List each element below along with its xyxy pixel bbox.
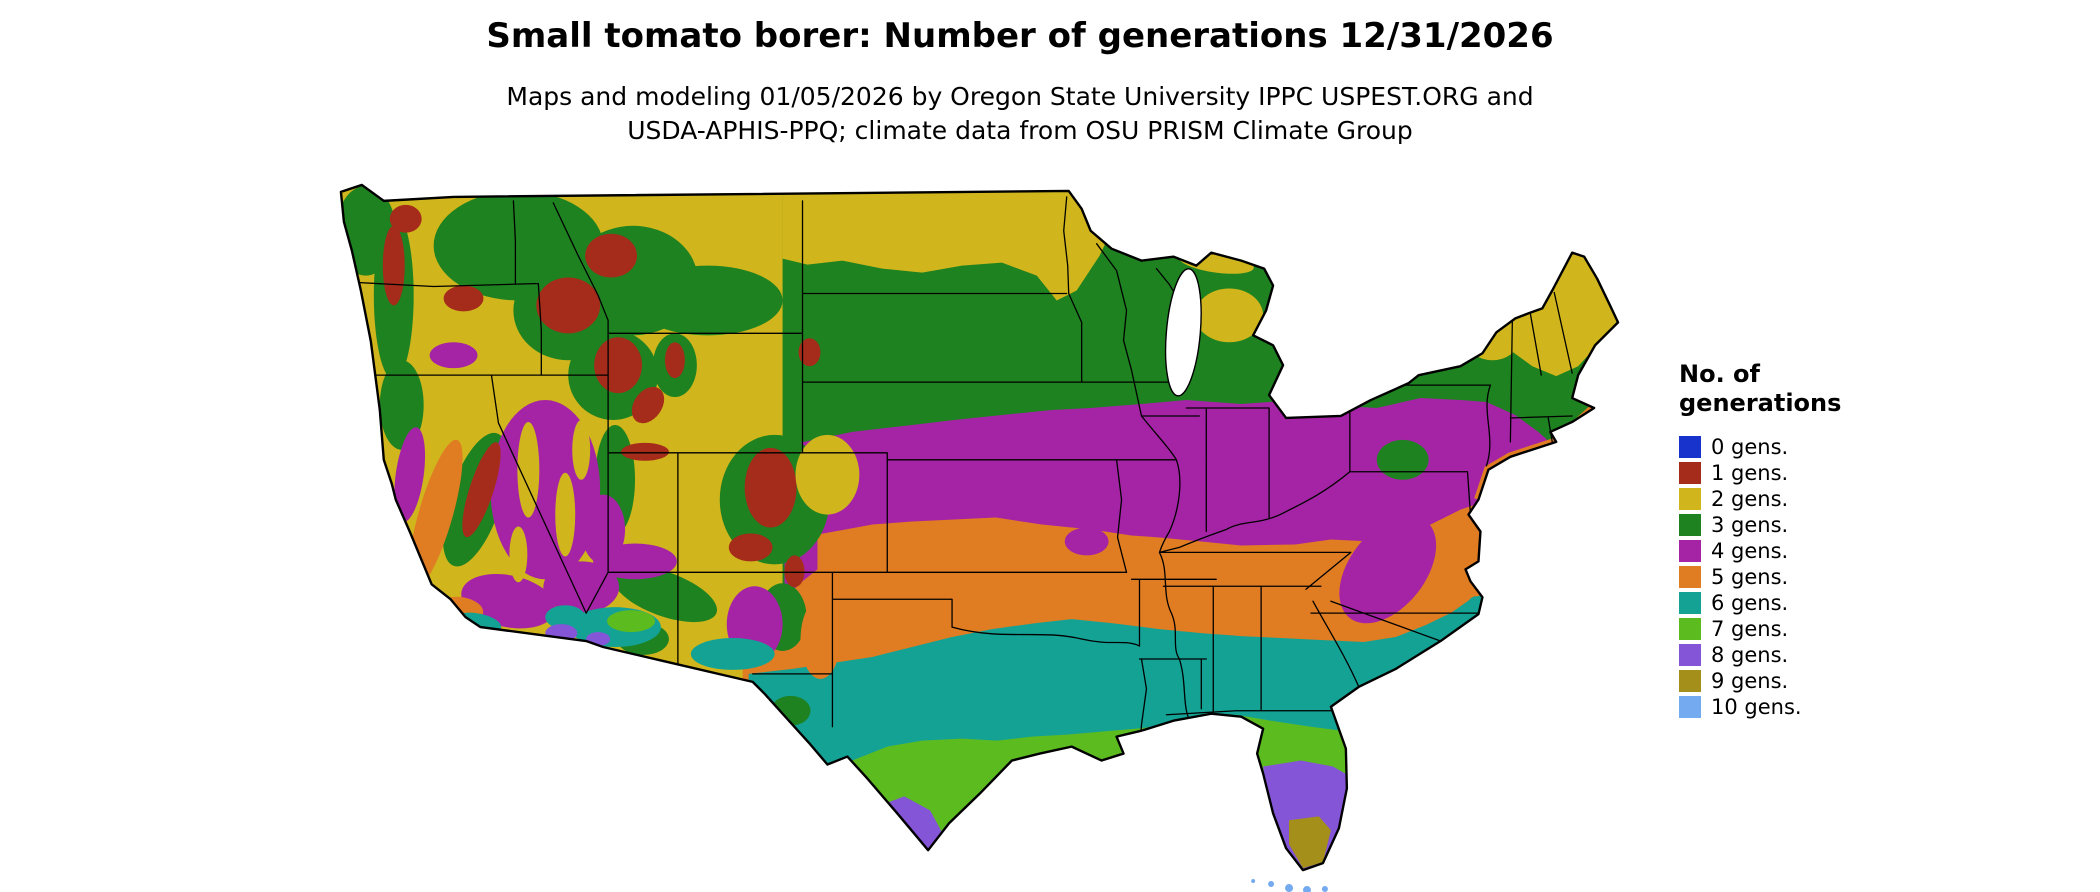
lake-michigan xyxy=(1164,268,1202,397)
state-borders xyxy=(357,196,1573,760)
legend-swatch-3-gens xyxy=(1679,514,1701,536)
legend-item-1-gens: 1 gens. xyxy=(1679,462,1841,484)
map-title: Small tomato borer: Number of generation… xyxy=(486,16,1554,56)
legend-label-6-gens: 6 gens. xyxy=(1711,591,1789,615)
legend-item-2-gens: 2 gens. xyxy=(1679,488,1841,510)
legend-swatch-8-gens xyxy=(1679,644,1701,666)
legend-label-10-gens: 10 gens. xyxy=(1711,695,1802,719)
us-outline xyxy=(339,183,1620,872)
legend-item-8-gens: 8 gens. xyxy=(1679,644,1841,666)
legend-item-9-gens: 9 gens. xyxy=(1679,670,1841,692)
legend-swatch-10-gens xyxy=(1679,696,1701,718)
subtitle-line-2: USDA-APHIS-PPQ; climate data from OSU PR… xyxy=(627,116,1413,145)
florida-keys xyxy=(1251,879,1328,892)
legend-label-7-gens: 7 gens. xyxy=(1711,617,1789,641)
legend-label-5-gens: 5 gens. xyxy=(1711,565,1789,589)
legend-item-10-gens: 10 gens. xyxy=(1679,696,1841,718)
map-subtitle: Maps and modeling 01/05/2026 by Oregon S… xyxy=(310,80,1730,148)
legend-label-3-gens: 3 gens. xyxy=(1711,513,1789,537)
legend-item-7-gens: 7 gens. xyxy=(1679,618,1841,640)
legend-item-3-gens: 3 gens. xyxy=(1679,514,1841,536)
subtitle-line-1: Maps and modeling 01/05/2026 by Oregon S… xyxy=(506,82,1534,111)
legend-label-8-gens: 8 gens. xyxy=(1711,643,1789,667)
legend-swatch-0-gens xyxy=(1679,436,1701,458)
legend-item-6-gens: 6 gens. xyxy=(1679,592,1841,614)
legend-title-line-1: No. of xyxy=(1679,360,1760,388)
map-fill-layers xyxy=(340,184,1619,871)
legend-item-5-gens: 5 gens. xyxy=(1679,566,1841,588)
legend-label-9-gens: 9 gens. xyxy=(1711,669,1789,693)
legend-swatch-2-gens xyxy=(1679,488,1701,510)
legend-swatch-6-gens xyxy=(1679,592,1701,614)
legend-swatch-4-gens xyxy=(1679,540,1701,562)
legend-item-4-gens: 4 gens. xyxy=(1679,540,1841,562)
legend-swatch-1-gens xyxy=(1679,462,1701,484)
legend-label-4-gens: 4 gens. xyxy=(1711,539,1789,563)
legend-title-line-2: generations xyxy=(1679,389,1842,417)
legend-swatch-5-gens xyxy=(1679,566,1701,588)
legend-label-2-gens: 2 gens. xyxy=(1711,487,1789,511)
legend-label-0-gens: 0 gens. xyxy=(1711,435,1789,459)
legend-item-0-gens: 0 gens. xyxy=(1679,436,1841,458)
legend: No. of generations 0 gens. 1 gens. 2 gens.… xyxy=(1679,360,1841,718)
legend-title: No. of generations xyxy=(1679,360,1841,418)
legend-label-1-gens: 1 gens. xyxy=(1711,461,1789,485)
legend-swatch-7-gens xyxy=(1679,618,1701,640)
us-map xyxy=(314,171,1630,892)
legend-items: 0 gens. 1 gens. 2 gens. 3 gens. 4 gens. 5 gen… xyxy=(1679,436,1841,718)
legend-swatch-9-gens xyxy=(1679,670,1701,692)
us-map-svg xyxy=(339,183,1620,892)
